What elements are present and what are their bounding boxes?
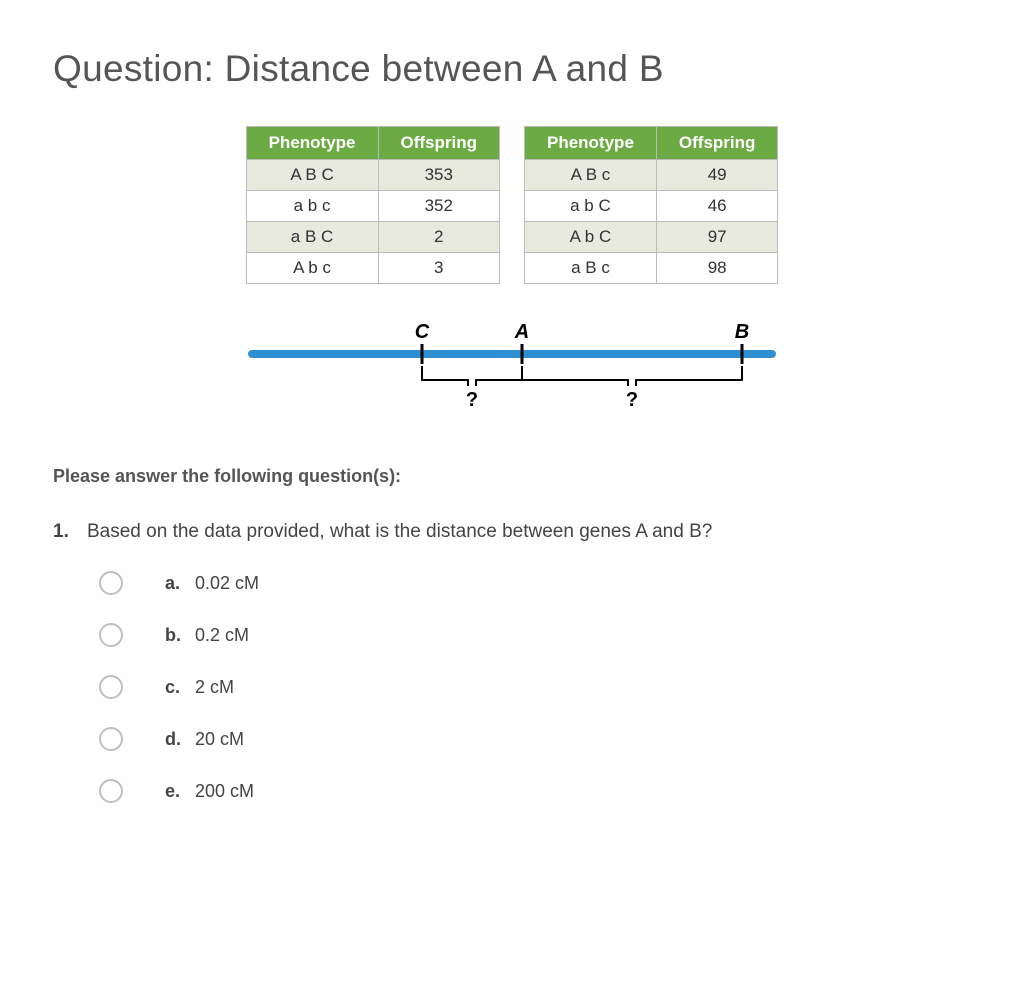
answer-option[interactable]: b. 0.2 cM <box>99 623 971 647</box>
svg-text:B: B <box>735 321 749 343</box>
instructions-text: Please answer the following question(s): <box>53 466 971 487</box>
table-cell: a b c <box>246 191 378 222</box>
radio-icon[interactable] <box>99 571 123 595</box>
table-cell: A B c <box>525 160 657 191</box>
option-letter: e. <box>165 781 195 802</box>
table-cell: 353 <box>378 160 500 191</box>
option-letter: c. <box>165 677 195 698</box>
option-letter: b. <box>165 625 195 646</box>
table-cell: a B C <box>246 222 378 253</box>
radio-icon[interactable] <box>99 727 123 751</box>
question-number: 1. <box>53 521 87 543</box>
table-cell: 97 <box>656 222 778 253</box>
col-header-phenotype: Phenotype <box>246 127 378 160</box>
svg-text:?: ? <box>466 389 478 410</box>
table-cell: 49 <box>656 160 778 191</box>
option-text: 20 cM <box>195 729 244 750</box>
table-cell: a B c <box>525 253 657 284</box>
radio-icon[interactable] <box>99 779 123 803</box>
answer-option[interactable]: c. 2 cM <box>99 675 971 699</box>
table-cell: A b C <box>525 222 657 253</box>
option-text: 0.02 cM <box>195 573 259 594</box>
col-header-offspring: Offspring <box>378 127 500 160</box>
svg-text:?: ? <box>626 389 638 410</box>
table-cell: 352 <box>378 191 500 222</box>
phenotype-table-right: Phenotype Offspring A B c 49 a b C 46 A … <box>524 126 778 284</box>
question-text: Based on the data provided, what is the … <box>87 521 712 543</box>
data-tables: Phenotype Offspring A B C 353 a b c 352 … <box>53 126 971 284</box>
option-letter: d. <box>165 729 195 750</box>
option-text: 0.2 cM <box>195 625 249 646</box>
table-cell: A B C <box>246 160 378 191</box>
option-letter: a. <box>165 573 195 594</box>
table-cell: a b C <box>525 191 657 222</box>
option-text: 200 cM <box>195 781 254 802</box>
table-cell: A b c <box>246 253 378 284</box>
page-title: Question: Distance between A and B <box>53 48 971 90</box>
table-cell: 3 <box>378 253 500 284</box>
svg-text:A: A <box>514 321 529 343</box>
answer-option[interactable]: a. 0.02 cM <box>99 571 971 595</box>
table-cell: 2 <box>378 222 500 253</box>
option-text: 2 cM <box>195 677 234 698</box>
question-block: 1. Based on the data provided, what is t… <box>53 521 971 803</box>
radio-icon[interactable] <box>99 623 123 647</box>
radio-icon[interactable] <box>99 675 123 699</box>
col-header-offspring: Offspring <box>656 127 778 160</box>
table-cell: 46 <box>656 191 778 222</box>
table-cell: 98 <box>656 253 778 284</box>
answer-option[interactable]: d. 20 cM <box>99 727 971 751</box>
gene-map-diagram: C A B?? <box>232 320 792 410</box>
answer-options: a. 0.02 cM b. 0.2 cM c. 2 cM d. 20 cM e.… <box>53 571 971 803</box>
answer-option[interactable]: e. 200 cM <box>99 779 971 803</box>
col-header-phenotype: Phenotype <box>525 127 657 160</box>
svg-text:C: C <box>415 321 430 343</box>
phenotype-table-left: Phenotype Offspring A B C 353 a b c 352 … <box>246 126 500 284</box>
